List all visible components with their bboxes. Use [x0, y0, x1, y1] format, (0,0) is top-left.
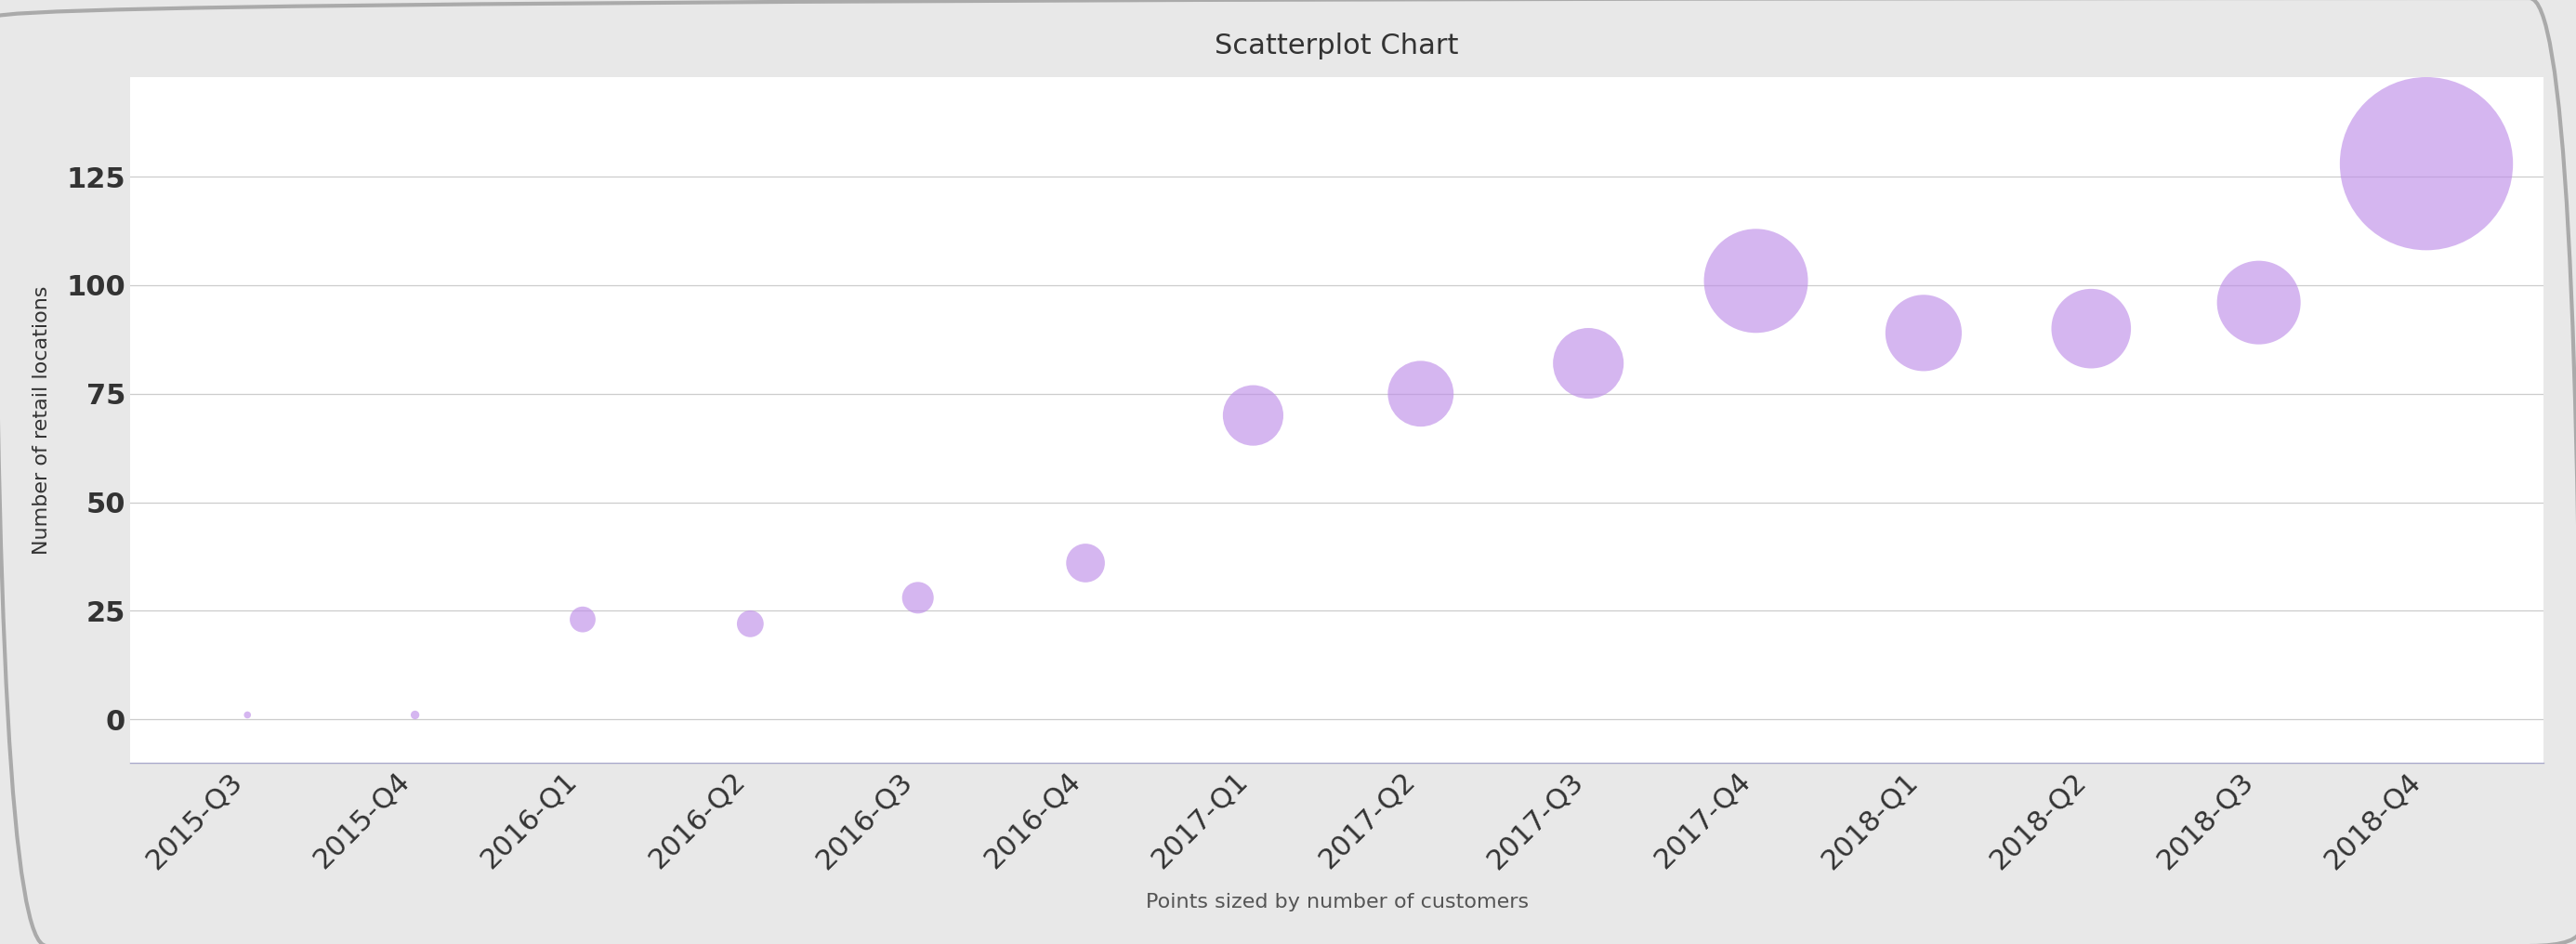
Point [394, 707, 435, 722]
Point [1231, 408, 1273, 423]
Point [562, 612, 603, 627]
X-axis label: Points sized by number of customers: Points sized by number of customers [1146, 893, 1528, 912]
Point [1401, 386, 1443, 401]
Point [1064, 555, 1105, 570]
Point [2406, 156, 2447, 171]
Point [2239, 295, 2280, 311]
Point [1569, 356, 1610, 371]
Point [896, 590, 938, 605]
Point [227, 707, 268, 722]
Point [1736, 274, 1777, 289]
Point [729, 616, 770, 632]
Point [2071, 321, 2112, 336]
Y-axis label: Number of retail locations: Number of retail locations [33, 285, 52, 554]
Title: Scatterplot Chart: Scatterplot Chart [1216, 32, 1458, 59]
Point [1904, 326, 1945, 341]
